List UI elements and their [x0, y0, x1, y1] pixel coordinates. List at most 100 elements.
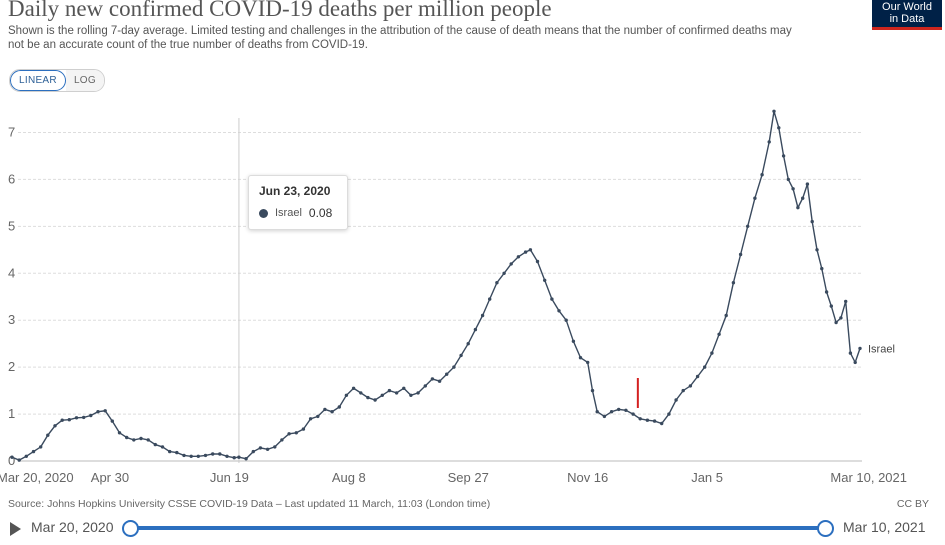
data-point — [528, 248, 533, 252]
tooltip-value: 0.08 — [308, 206, 333, 220]
data-point — [848, 351, 853, 355]
data-point — [168, 449, 172, 454]
series-label-israel[interactable]: Israel — [868, 343, 895, 355]
data-point — [344, 393, 349, 397]
data-point — [366, 395, 370, 400]
timeline: Mar 20, 2020 Mar 10, 2021 — [0, 516, 945, 542]
data-point — [251, 449, 255, 454]
grid-lines — [18, 131, 862, 462]
data-point — [609, 410, 614, 414]
data-point — [110, 419, 115, 423]
data-point — [189, 454, 193, 458]
timeline-start-label: Mar 20, 2020 — [31, 519, 114, 535]
data-point — [681, 388, 685, 393]
data-point — [265, 447, 270, 451]
data-point — [645, 418, 650, 422]
y-tick-label: 0 — [8, 453, 15, 468]
x-tick-label: Jan 5 — [691, 470, 723, 485]
data-point — [810, 219, 814, 224]
log-scale-button[interactable]: LOG — [65, 70, 104, 91]
data-point — [160, 445, 165, 449]
data-point — [710, 351, 714, 355]
data-point — [624, 408, 628, 412]
data-point — [39, 445, 43, 449]
data-point — [466, 342, 470, 346]
data-point — [182, 453, 186, 458]
data-point — [602, 414, 607, 419]
data-point — [815, 248, 819, 252]
data-point — [617, 407, 621, 412]
x-tick-label: Sep 27 — [448, 470, 489, 485]
x-tick-label: Aug 8 — [332, 470, 366, 485]
data-point — [211, 452, 215, 456]
x-tick-label: Mar 10, 2021 — [830, 470, 907, 485]
x-tick-label: Nov 16 — [567, 470, 608, 485]
data-point — [523, 250, 528, 254]
series-line-israel[interactable] — [11, 111, 861, 461]
data-point — [273, 445, 277, 449]
data-point — [753, 196, 757, 200]
data-point — [294, 431, 298, 435]
data-point — [67, 418, 72, 422]
data-point — [232, 456, 236, 460]
data-point — [509, 262, 513, 266]
data-point — [244, 457, 248, 461]
data-point — [839, 316, 843, 320]
data-point — [323, 407, 327, 412]
linear-scale-button[interactable]: LINEAR — [10, 70, 66, 91]
data-point — [564, 318, 568, 322]
data-point — [746, 224, 750, 228]
data-point — [638, 417, 642, 421]
license-link[interactable]: CC BY — [896, 498, 929, 510]
x-tick-label: Apr 30 — [91, 470, 129, 485]
data-point — [359, 391, 363, 395]
data-point — [258, 446, 263, 450]
data-point — [117, 431, 122, 435]
data-point — [17, 458, 21, 462]
data-point — [46, 433, 50, 437]
data-point — [853, 360, 857, 365]
data-point — [60, 418, 64, 422]
data-point — [430, 377, 435, 381]
data-point — [74, 416, 79, 420]
data-point — [225, 454, 229, 458]
data-point — [858, 346, 862, 351]
timeline-start-handle[interactable] — [122, 520, 139, 537]
play-icon[interactable] — [10, 522, 21, 536]
timeline-end-handle[interactable] — [817, 520, 834, 537]
owid-logo[interactable]: Our World in Data — [872, 0, 942, 30]
data-point — [423, 384, 427, 388]
data-point — [337, 405, 341, 409]
data-point — [786, 177, 790, 182]
data-point — [502, 271, 506, 275]
data-point — [772, 109, 776, 114]
logo-line-1: Our World — [882, 1, 932, 13]
data-point — [445, 372, 449, 376]
data-point — [473, 327, 478, 332]
data-point — [801, 196, 805, 200]
y-tick-label: 4 — [8, 265, 15, 280]
data-point — [688, 384, 693, 388]
data-point — [738, 252, 743, 257]
series-color-dot-icon — [259, 208, 268, 218]
data-point — [330, 410, 334, 414]
line-chart[interactable]: 0 1 2 3 4 5 6 7 Mar 20, 2020 Apr 30 Jun 19 Aug 8 Se… — [0, 95, 945, 490]
data-point — [218, 452, 222, 456]
tooltip-entity: Israel — [275, 207, 302, 219]
data-point — [535, 259, 540, 264]
tooltip: Jun 23, 2020 Israel 0.08 — [248, 175, 348, 230]
y-axis-tick-labels: 0 1 2 3 4 5 6 7 — [8, 124, 15, 468]
data-point — [703, 365, 707, 369]
data-point — [731, 281, 736, 285]
data-point — [844, 299, 848, 304]
data-point — [409, 393, 413, 397]
data-point — [586, 360, 590, 365]
data-point — [571, 339, 576, 343]
timeline-track[interactable] — [130, 526, 827, 530]
data-point — [791, 187, 795, 191]
data-point — [280, 438, 284, 442]
chart-title: Daily new confirmed COVID-19 deaths per … — [8, 0, 552, 21]
data-point — [308, 417, 313, 421]
source-note[interactable]: Source: Johns Hopkins University CSSE CO… — [8, 498, 491, 510]
data-point — [834, 320, 838, 325]
